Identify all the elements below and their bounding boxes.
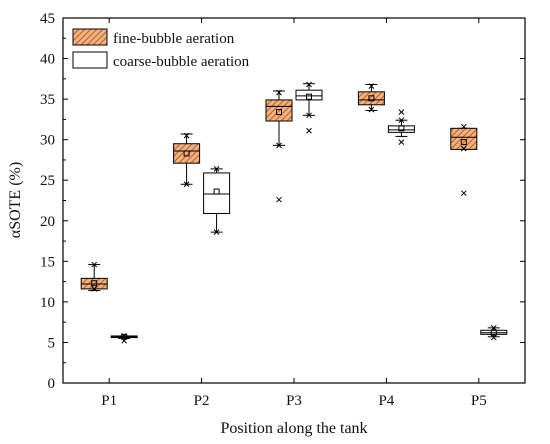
box-0-1 [173,132,201,188]
y-tick-label: 40 [40,52,55,68]
y-axis-ticks: 0 5 10 15 20 25 30 35 40 45 [40,11,525,392]
y-tick-label: 10 [40,295,55,311]
mean-marker [213,188,220,195]
extreme-marker [490,324,497,331]
legend-label-coarse: coarse-bubble aeration [113,54,250,70]
y-tick-label: 15 [40,254,55,270]
x-tick-label: P1 [101,393,117,409]
box-1-4 [480,324,508,341]
legend-swatch-fine [72,28,108,46]
extreme-marker [121,333,128,339]
legend: fine-bubble aeration coarse-bubble aerat… [72,28,250,70]
y-tick-label: 30 [40,133,55,149]
y-tick-label: 20 [40,214,55,230]
extreme-marker [460,123,467,130]
y-tick-label: 0 [48,376,56,392]
y-tick-label: 25 [40,173,55,189]
x-tick-label: P5 [471,393,487,409]
mean-marker [91,280,98,287]
box [295,89,323,101]
x-axis-title: Position along the tank [220,420,367,437]
extreme-marker [213,229,220,235]
box [203,172,231,214]
x-tick-label: P4 [378,393,394,409]
box-1-2 [295,81,323,134]
extreme-marker [460,145,467,152]
extreme-marker [398,109,405,115]
extreme-marker [276,142,282,149]
mean-marker [306,93,312,100]
extreme-marker [121,337,128,344]
y-tick-label: 35 [40,92,55,108]
box [387,125,415,133]
extreme-marker [213,166,220,172]
box-0-0 [80,261,108,292]
extreme-marker [306,81,312,88]
mean-marker [490,329,497,336]
box [265,99,293,122]
y-tick-label: 45 [40,11,55,27]
extreme-marker [183,181,190,188]
mean-marker [121,333,128,340]
mean-marker [368,95,375,102]
y-axis-title: αSOTE (%) [7,162,24,238]
extreme-marker [91,261,98,268]
extreme-marker [398,139,405,145]
extreme-marker [460,190,467,197]
legend-label-fine: fine-bubble aeration [113,31,235,47]
box-1-0 [110,333,138,344]
extreme-marker [398,117,405,124]
extreme-marker [91,286,98,292]
extreme-marker [368,83,375,89]
extreme-marker [183,132,190,139]
x-tick-label: P2 [194,393,210,409]
box-1-1 [203,166,231,235]
box [173,143,201,164]
y-tick-label: 5 [48,335,56,351]
extreme-marker [306,127,312,134]
extreme-marker [490,334,497,341]
extreme-marker [306,112,312,119]
box-1-3 [387,109,415,145]
mean-marker [183,150,190,157]
box-0-4 [450,123,478,197]
box [450,127,478,150]
box-0-3 [357,83,385,113]
box-series [80,81,508,344]
x-tick-label: P3 [286,393,302,409]
legend-swatch-coarse [72,51,108,69]
box [357,91,385,106]
mean-marker [276,109,282,116]
box-0-2 [265,89,293,203]
x-axis-ticks: P1 P2 P3 P4 P5 [101,18,487,409]
mean-marker [398,125,405,132]
mean-marker [460,139,467,146]
extreme-marker [276,196,282,203]
extreme-marker [276,89,282,96]
plot-area [62,17,526,384]
extreme-marker [368,106,375,113]
